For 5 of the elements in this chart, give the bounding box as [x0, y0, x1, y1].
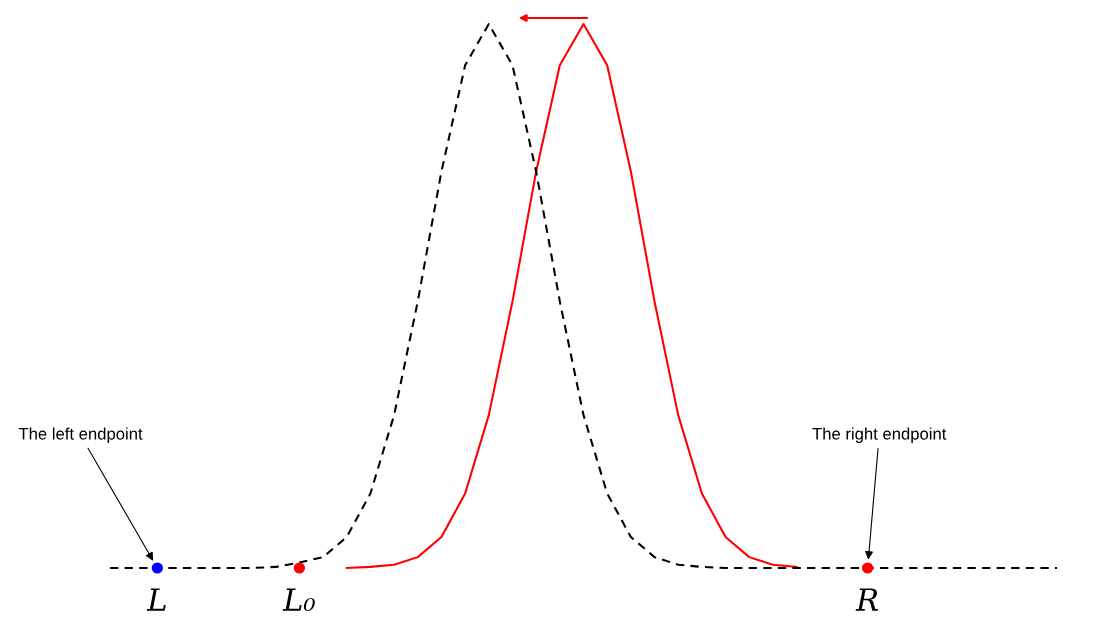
annotation: The right endpoint	[812, 427, 947, 443]
annotation: The left endpoint	[18, 427, 143, 443]
x-tick-label: R	[855, 588, 878, 611]
x-tick-label: L	[146, 588, 166, 611]
x-tick-label: L₀	[282, 588, 315, 611]
